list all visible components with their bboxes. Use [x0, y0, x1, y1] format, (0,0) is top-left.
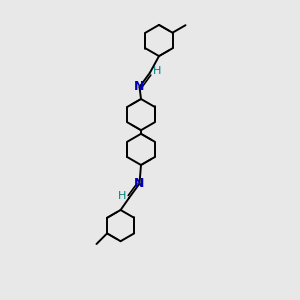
- Text: N: N: [134, 80, 145, 94]
- Text: N: N: [134, 177, 145, 190]
- Text: H: H: [118, 191, 127, 202]
- Text: H: H: [152, 66, 161, 76]
